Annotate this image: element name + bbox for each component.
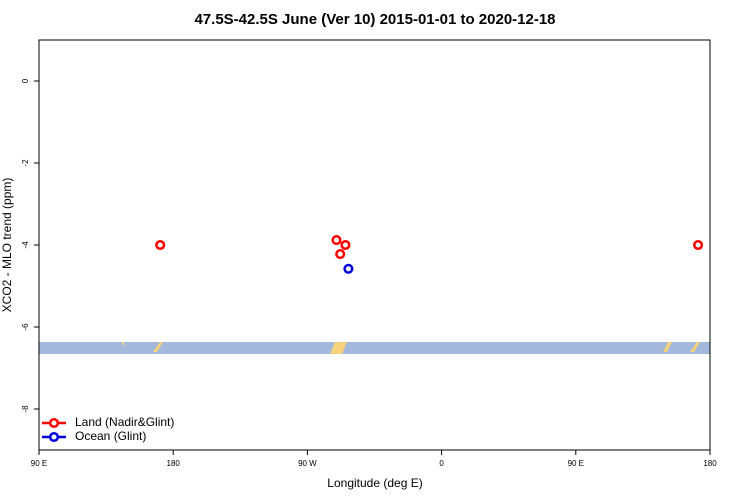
x-tick-label: 90 W — [298, 459, 317, 468]
point — [340, 239, 351, 251]
legend-marker — [48, 417, 60, 429]
x-tick-label: 90 E — [568, 459, 584, 468]
y-tick-label: -4 — [21, 241, 30, 249]
legend-marker — [48, 431, 60, 443]
point — [155, 239, 166, 251]
y-tick-label: 0 — [21, 78, 30, 83]
point — [335, 248, 346, 260]
x-tick-label: 90 E — [31, 459, 47, 468]
y-tick-label: -2 — [21, 159, 30, 167]
point — [331, 235, 342, 246]
chart-title: 47.5S-42.5S June (Ver 10) 2015-01-01 to … — [194, 11, 555, 28]
x-tick-label: 180 — [167, 459, 181, 468]
x-axis-label: Longitude (deg E) — [327, 476, 422, 490]
y-axis-label: XCO2 - MLO trend (ppm) — [0, 178, 14, 313]
map-strip — [39, 342, 710, 354]
legend-label: Land (Nadir&Glint) — [75, 415, 174, 429]
plot-frame — [38, 39, 711, 451]
legend-label: Ocean (Glint) — [75, 429, 146, 443]
point — [343, 263, 354, 274]
x-tick-label: 180 — [703, 459, 717, 468]
land-shapes — [122, 342, 700, 354]
point — [693, 239, 704, 251]
y-tick-label: -8 — [21, 405, 30, 413]
y-tick-label: -6 — [21, 323, 30, 331]
x-tick-label: 0 — [439, 459, 444, 468]
